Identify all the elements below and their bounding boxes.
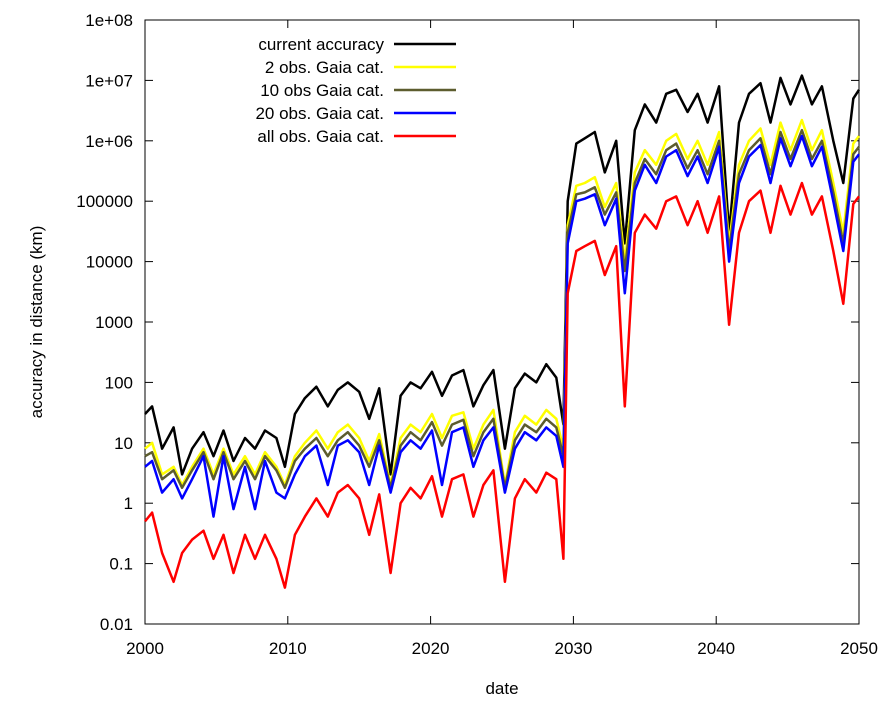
y-tick-label: 100000 [76, 192, 133, 211]
legend-label-1: current accuracy [258, 35, 384, 54]
y-axis-label: accuracy in distance (km) [27, 226, 46, 419]
series-line-1 [144, 74, 861, 476]
plot-area [144, 19, 860, 625]
x-tick-label: 2000 [126, 639, 164, 658]
x-axis: 2000 2010 2020 2030 2040 2050 [126, 20, 878, 658]
legend-label-5: all obs. Gaia cat. [257, 127, 384, 146]
y-tick-label: 1e+06 [85, 132, 133, 151]
x-axis-label: date [485, 679, 518, 698]
y-tick-label: 10000 [86, 253, 133, 272]
series-line-5 [144, 181, 860, 589]
legend: current accuracy 2 obs. Gaia cat. 10 obs G… [255, 35, 456, 146]
y-tick-label: 1000 [95, 313, 133, 332]
y-tick-label: 1e+08 [85, 11, 133, 30]
y-tick-label: 1e+07 [85, 71, 133, 90]
y-tick-label: 0.1 [109, 555, 133, 574]
x-tick-label: 2030 [554, 639, 592, 658]
series-layer [144, 74, 861, 589]
y-tick-label: 0.01 [100, 615, 133, 634]
series-line-4 [144, 134, 860, 518]
y-tick-label: 1 [124, 494, 133, 513]
x-tick-label: 2020 [412, 639, 450, 658]
y-tick-label: 10 [114, 434, 133, 453]
x-tick-label: 2010 [269, 639, 307, 658]
y-axis: 0.01 0.1 1 10 100 1000 10000 100000 1e+06 1e+07 1e… [76, 11, 859, 634]
series-line-3 [144, 128, 860, 490]
legend-label-3: 10 obs Gaia cat. [260, 81, 384, 100]
legend-label-4: 20 obs. Gaia cat. [255, 104, 384, 123]
x-tick-label: 2050 [840, 639, 878, 658]
y-tick-label: 100 [105, 373, 133, 392]
x-tick-label: 2040 [697, 639, 735, 658]
legend-label-2: 2 obs. Gaia cat. [265, 58, 384, 77]
